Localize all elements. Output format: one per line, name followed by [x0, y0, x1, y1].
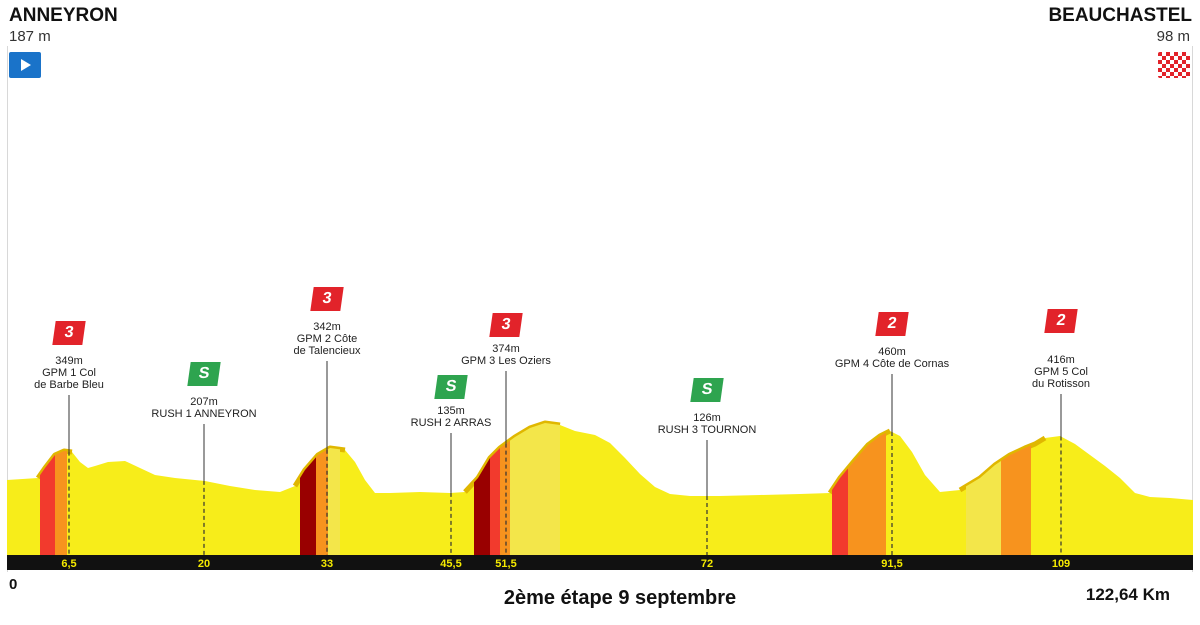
climb-gradient-band	[316, 423, 328, 555]
km-tick-label: 45,5	[440, 558, 462, 570]
point-name: de Talencieux	[293, 345, 361, 357]
stage-title: 2ème étape 9 septembre	[503, 587, 737, 609]
start-flag-icon	[9, 52, 41, 78]
point-label: 460m GPM 4 Côte de Cornas	[835, 346, 949, 370]
sprint-badge-icon: S	[434, 375, 468, 399]
gpm-category-badge-icon: 2	[875, 312, 909, 336]
km-tick-label: 6,5	[61, 558, 77, 570]
gpm-category-badge-icon: 3	[489, 313, 523, 337]
climb-gradient-band	[328, 423, 340, 555]
km-tick-label: 91,5	[881, 558, 903, 570]
km-tick-label: 20	[197, 558, 211, 570]
point-name: RUSH 2 ARRAS	[410, 417, 492, 429]
point-name: GPM 2 Côte	[296, 333, 358, 345]
start-altitude: 187 m	[9, 28, 51, 45]
point-name: RUSH 1 ANNEYRON	[151, 408, 257, 420]
km-tick-label: 109	[1051, 558, 1071, 570]
point-label: 135m RUSH 2 ARRAS	[411, 405, 492, 429]
km-band	[7, 555, 1193, 570]
gpm-category-badge-icon: 2	[1044, 309, 1078, 333]
point-altitude: 349m	[55, 355, 83, 367]
point-label: 126m RUSH 3 TOURNON	[658, 412, 757, 436]
finish-town: BEAUCHASTEL	[1048, 5, 1192, 26]
point-altitude: 416m	[1047, 354, 1075, 366]
climb-gradient-band	[40, 423, 55, 555]
point-label: 342m GPM 2 Côte de Talencieux	[293, 321, 360, 357]
point-altitude: 126m	[693, 412, 721, 424]
km-tick-label: 33	[320, 558, 334, 570]
climb-gradient-band	[55, 423, 67, 555]
climb-gradient-band	[490, 423, 500, 555]
point-label: 374m GPM 3 Les Oziers	[461, 343, 551, 367]
point-altitude: 460m	[878, 346, 906, 358]
sprint-badge-icon: S	[690, 378, 724, 402]
km-tick-label: 72	[700, 558, 714, 570]
stage-distance: 122,64 Km	[1085, 585, 1170, 604]
point-altitude: 374m	[492, 343, 520, 355]
point-name: GPM 1 Col	[42, 367, 96, 379]
finish-flag-icon	[1158, 52, 1190, 78]
climb-gradient-band	[510, 423, 560, 555]
climb-gradient-band	[300, 423, 316, 555]
point-altitude: 207m	[190, 396, 218, 408]
km-tick-label: 51,5	[495, 558, 517, 570]
finish-altitude: 98 m	[1156, 28, 1190, 45]
point-name: RUSH 3 TOURNON	[657, 424, 757, 436]
gpm-category-badge-icon: 3	[310, 287, 344, 311]
sprint-badge-icon: S	[187, 362, 221, 386]
start-town: ANNEYRON	[9, 5, 118, 26]
point-altitude: 342m	[313, 321, 341, 333]
gpm-category-badge-icon: 3	[52, 321, 86, 345]
climb-gradient-band	[966, 423, 1001, 555]
point-altitude: 135m	[437, 405, 465, 417]
point-name: GPM 3 Les Oziers	[461, 355, 551, 367]
point-name: du Rotisson	[1031, 378, 1091, 390]
point-label: 207m RUSH 1 ANNEYRON	[151, 396, 256, 420]
profile-frame	[7, 46, 1193, 572]
point-name: GPM 5 Col	[1034, 366, 1088, 378]
point-label: 416m GPM 5 Col du Rotisson	[1032, 354, 1090, 390]
climb-gradient-band	[1001, 423, 1031, 555]
point-name: de Barbe Bleu	[34, 379, 104, 391]
climb-gradient-band	[500, 423, 510, 555]
climb-gradient-band	[848, 423, 886, 555]
km-zero-label: 0	[9, 576, 18, 593]
point-name: GPM 4 Côte de Cornas	[834, 358, 950, 370]
point-label: 349m GPM 1 Col de Barbe Bleu	[34, 355, 104, 391]
